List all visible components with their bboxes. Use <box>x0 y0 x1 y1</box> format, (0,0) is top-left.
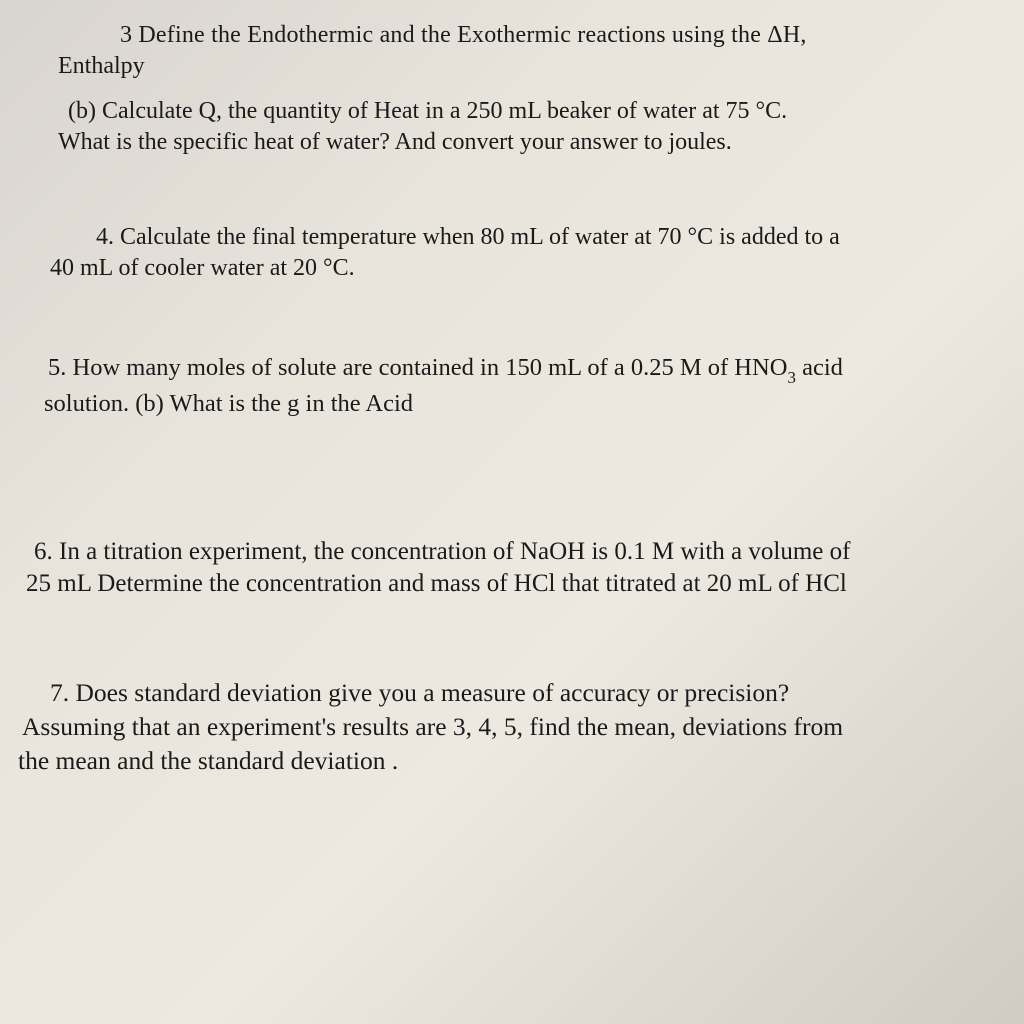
q6-text-line2: 25 mL Determine the concentration and ma… <box>26 570 994 598</box>
q7-text-line2: Assuming that an experiment's results ar… <box>22 712 994 742</box>
question-7: 7. Does standard deviation give you a me… <box>30 678 994 776</box>
question-6: 6. In a titration experiment, the concen… <box>30 538 994 598</box>
q6-text-line1: 6. In a titration experiment, the concen… <box>34 538 994 566</box>
q3b-text-line2: What is the specific heat of water? And … <box>58 129 994 156</box>
q5-text-line1: 5. How many moles of solute are containe… <box>48 354 994 386</box>
q5-suffix: acid <box>796 354 843 381</box>
q4-text-line2: 40 mL of cooler water at 20 °C. <box>50 255 994 282</box>
q5-text-line2: solution. (b) What is the g in the Acid <box>44 390 994 418</box>
q4-text-line1: 4. Calculate the final temperature when … <box>96 224 994 251</box>
q7-text-line3: the mean and the standard deviation . <box>18 746 994 776</box>
q3-text-line1: 3 Define the Endothermic and the Exother… <box>120 22 994 49</box>
q7-text-line1: 7. Does standard deviation give you a me… <box>50 678 994 708</box>
q3-text-line2: Enthalpy <box>58 53 994 80</box>
document-page: 3 Define the Endothermic and the Exother… <box>30 22 994 994</box>
q5-prefix: 5. How many moles of solute are containe… <box>48 354 787 381</box>
question-5: 5. How many moles of solute are containe… <box>30 354 994 418</box>
question-4: 4. Calculate the final temperature when … <box>30 224 994 282</box>
q5-subscript: 3 <box>787 368 796 387</box>
q3b-text-line1: (b) Calculate Q, the quantity of Heat in… <box>68 98 994 125</box>
question-3: 3 Define the Endothermic and the Exother… <box>30 22 994 156</box>
